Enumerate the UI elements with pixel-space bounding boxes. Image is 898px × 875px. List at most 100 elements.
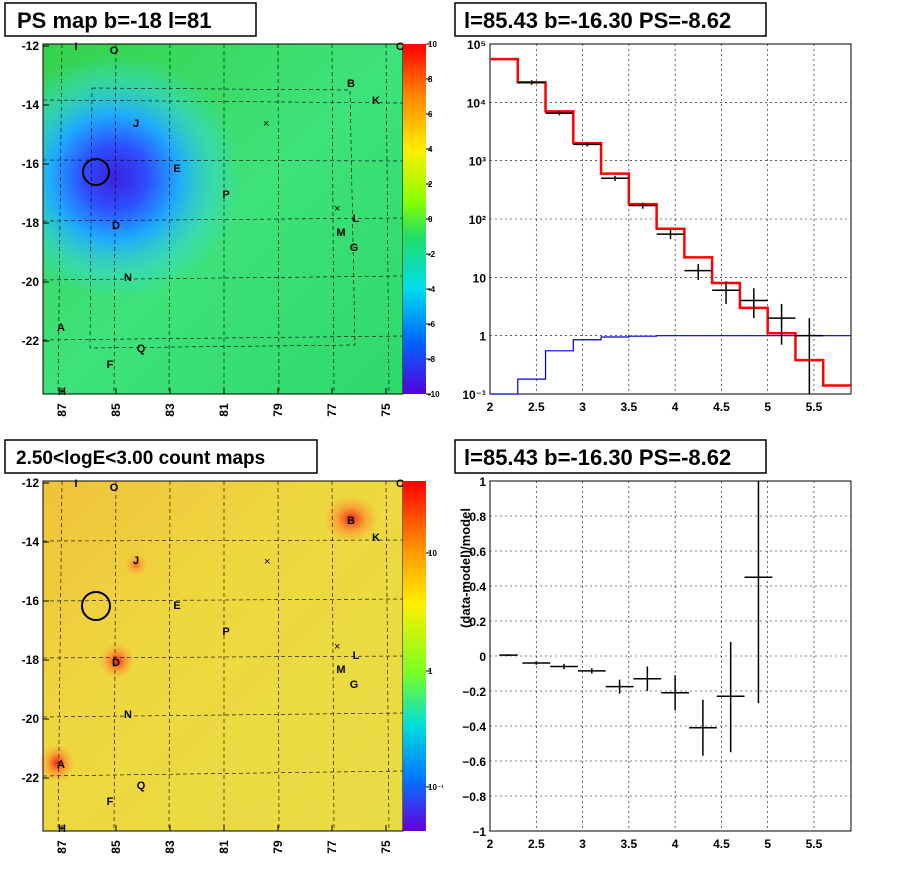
x-tick-label: 5.5 bbox=[806, 400, 823, 414]
count-map-grid bbox=[42, 480, 404, 832]
x-tick-label: 85 bbox=[109, 403, 123, 417]
count-map-hotspot bbox=[323, 495, 379, 543]
source-label: Q bbox=[137, 343, 146, 355]
source-label: J bbox=[133, 555, 139, 567]
source-label: G bbox=[350, 242, 359, 254]
spectrum-panel: 2 2.5 3 3.5 4 4.5 5 5.5 10⁻¹ 1 10 10² 10³ 10⁴ 10⁵ bbox=[462, 38, 852, 414]
x-tick-label: 87 bbox=[55, 840, 69, 854]
x-tick-label: 4 bbox=[672, 837, 679, 851]
y-tick-label: -12 bbox=[22, 39, 40, 53]
source-label: A bbox=[57, 759, 65, 771]
x-tick-label: 77 bbox=[325, 403, 339, 417]
y-tick-label: -22 bbox=[22, 771, 40, 785]
ps-map-target-circle bbox=[82, 158, 110, 186]
x-tick-label: 79 bbox=[271, 403, 285, 417]
y-tick-label: -16 bbox=[22, 594, 40, 608]
ps-map-panel: × × ABCDEFGHIJKLMNOPQ 1086420-2-4-6-8-10… bbox=[22, 39, 440, 417]
colorbar-tick-label: 6 bbox=[428, 110, 433, 119]
x-tick-label: 3.5 bbox=[621, 400, 638, 414]
y-tick-label: -14 bbox=[22, 535, 40, 549]
x-tick-label: 75 bbox=[379, 840, 393, 854]
y-tick-label: 10⁵ bbox=[467, 38, 486, 52]
source-label: Q bbox=[137, 780, 146, 792]
source-label: J bbox=[133, 118, 139, 130]
colorbar-tick-label: -6 bbox=[428, 320, 436, 329]
count-map-title-box bbox=[4, 439, 318, 474]
count-map-title: 2.50<logE<3.00 count maps bbox=[16, 448, 265, 469]
x-tick-label: 87 bbox=[55, 403, 69, 417]
residual-panel: 2 2.5 3 3.5 4 4.5 5 5.5 1 0.8 0.6 0.4 0.2 0 −0.2 −0.4 −0… bbox=[458, 475, 852, 851]
source-label: N bbox=[124, 709, 132, 721]
source-label: C bbox=[396, 478, 404, 490]
y-tick-label: -18 bbox=[22, 653, 40, 667]
x-tick-label: 4 bbox=[672, 400, 679, 414]
y-tick-label: 1 bbox=[479, 330, 486, 344]
ps-colorbar bbox=[403, 44, 426, 394]
source-label: M bbox=[336, 227, 345, 239]
ps-map-dip bbox=[43, 44, 403, 394]
source-label: M bbox=[336, 664, 345, 676]
spectrum-title: l=85.43 b=-16.30 PS=-8.62 bbox=[464, 8, 731, 33]
x-tick-label: 3 bbox=[579, 400, 586, 414]
y-tick-label: -20 bbox=[22, 275, 40, 289]
y-tick-label: 0 bbox=[479, 650, 486, 664]
y-tick-label: 0.8 bbox=[469, 510, 486, 524]
source-label: P bbox=[222, 626, 229, 638]
x-tick-label: 85 bbox=[109, 840, 123, 854]
source-label: F bbox=[107, 796, 114, 808]
colorbar-tick-label: -4 bbox=[428, 285, 436, 294]
count-map-hotspot bbox=[124, 553, 148, 577]
source-label: O bbox=[110, 45, 119, 57]
source-label: O bbox=[110, 482, 119, 494]
y-tick-label: -14 bbox=[22, 98, 40, 112]
y-tick-label: 10³ bbox=[469, 155, 486, 169]
y-tick-label: -12 bbox=[22, 476, 40, 490]
source-label: P bbox=[222, 189, 229, 201]
x-tick-label: 83 bbox=[163, 403, 177, 417]
y-tick-label: −0.2 bbox=[462, 685, 486, 699]
source-label: G bbox=[350, 679, 359, 691]
x-tick-label: 81 bbox=[217, 840, 231, 854]
source-label: L bbox=[353, 213, 360, 225]
ps-map-cross: × bbox=[263, 118, 269, 130]
colorbar-tick-label: 1 bbox=[428, 667, 433, 676]
colorbar-tick-label: -2 bbox=[428, 250, 436, 259]
y-tick-label: 10⁻¹ bbox=[462, 388, 486, 402]
source-label: E bbox=[173, 600, 180, 612]
colorbar-tick-label: 10⁻¹ bbox=[428, 783, 444, 792]
ps-map-grid bbox=[42, 43, 404, 395]
source-label: I bbox=[74, 41, 77, 53]
y-tick-label: 1 bbox=[479, 475, 486, 489]
count-map-target-circle bbox=[81, 591, 111, 621]
spectrum-title-box bbox=[454, 2, 767, 37]
ps-map-title-box bbox=[4, 2, 257, 37]
y-tick-label: -20 bbox=[22, 712, 40, 726]
y-tick-label: -16 bbox=[22, 157, 40, 171]
x-tick-label: 3 bbox=[579, 837, 586, 851]
residual-title-box bbox=[454, 439, 767, 474]
ps-map-title: PS map b=-18 l=81 bbox=[17, 8, 211, 33]
source-label: E bbox=[173, 163, 180, 175]
residual-title: l=85.43 b=-16.30 PS=-8.62 bbox=[464, 445, 731, 470]
colorbar-tick-label: 2 bbox=[428, 180, 433, 189]
x-tick-label: 4.5 bbox=[713, 400, 730, 414]
source-label: N bbox=[124, 272, 132, 284]
source-label: D bbox=[112, 220, 120, 232]
y-axis-label: (data-model)/model bbox=[458, 508, 473, 628]
count-map-hotspot bbox=[39, 743, 75, 783]
x-tick-label: 75 bbox=[379, 403, 393, 417]
x-tick-label: 77 bbox=[325, 840, 339, 854]
count-map-cross: × bbox=[264, 556, 270, 568]
y-tick-label: -22 bbox=[22, 334, 40, 348]
x-tick-label: 79 bbox=[271, 840, 285, 854]
background-histogram bbox=[490, 335, 851, 395]
ps-map-cross: × bbox=[334, 203, 340, 215]
model-histogram bbox=[490, 57, 851, 387]
source-label: C bbox=[396, 41, 404, 53]
x-tick-label: 2 bbox=[487, 837, 494, 851]
source-label: L bbox=[353, 650, 360, 662]
y-tick-label: -18 bbox=[22, 216, 40, 230]
source-label: A bbox=[57, 322, 65, 334]
